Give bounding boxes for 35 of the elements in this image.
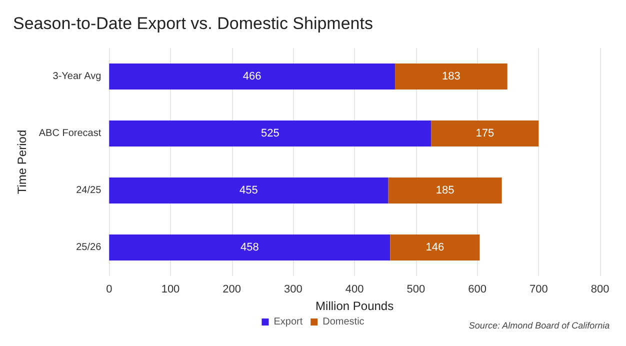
- data-label: 183: [442, 70, 460, 82]
- data-label: 455: [240, 184, 258, 196]
- x-tick-label: 700: [529, 284, 548, 296]
- chart-title: Season-to-Date Export vs. Domestic Shipments: [13, 14, 373, 33]
- x-tick-label: 200: [222, 284, 242, 296]
- y-tick-label: 24/25: [76, 185, 102, 196]
- data-label: 466: [242, 70, 262, 82]
- bar: [388, 178, 502, 204]
- y-tick-label: 25/26: [76, 242, 102, 253]
- x-tick-label: 400: [345, 284, 364, 296]
- x-tick-label: 800: [590, 284, 610, 296]
- y-tick-label: ABC Forecast: [38, 128, 102, 139]
- y-tick-label: 3-Year Avg: [52, 71, 102, 82]
- source-note: Source: Almond Board of California: [468, 320, 610, 330]
- bar: [395, 64, 508, 90]
- data-label: 146: [426, 242, 444, 254]
- data-label: 525: [261, 128, 280, 140]
- bar: [109, 120, 432, 146]
- legend-label: Export: [274, 316, 303, 328]
- bar: [109, 234, 390, 260]
- data-label: 175: [476, 128, 494, 140]
- data-label: 458: [240, 242, 259, 254]
- data-label: 185: [436, 184, 454, 196]
- x-tick-label: 100: [161, 284, 180, 296]
- bar: [390, 234, 480, 260]
- bar: [109, 178, 388, 204]
- y-axis-title: Time Period: [15, 130, 29, 194]
- x-tick-label: 600: [468, 284, 486, 296]
- x-tick-label: 300: [284, 284, 302, 296]
- bar: [431, 120, 539, 146]
- x-tick-label: 0: [106, 284, 112, 296]
- x-axis-title: Million Pounds: [316, 299, 394, 313]
- bar: [109, 64, 396, 90]
- x-tick-label: 500: [406, 284, 426, 296]
- legend-label: Domestic: [322, 316, 364, 328]
